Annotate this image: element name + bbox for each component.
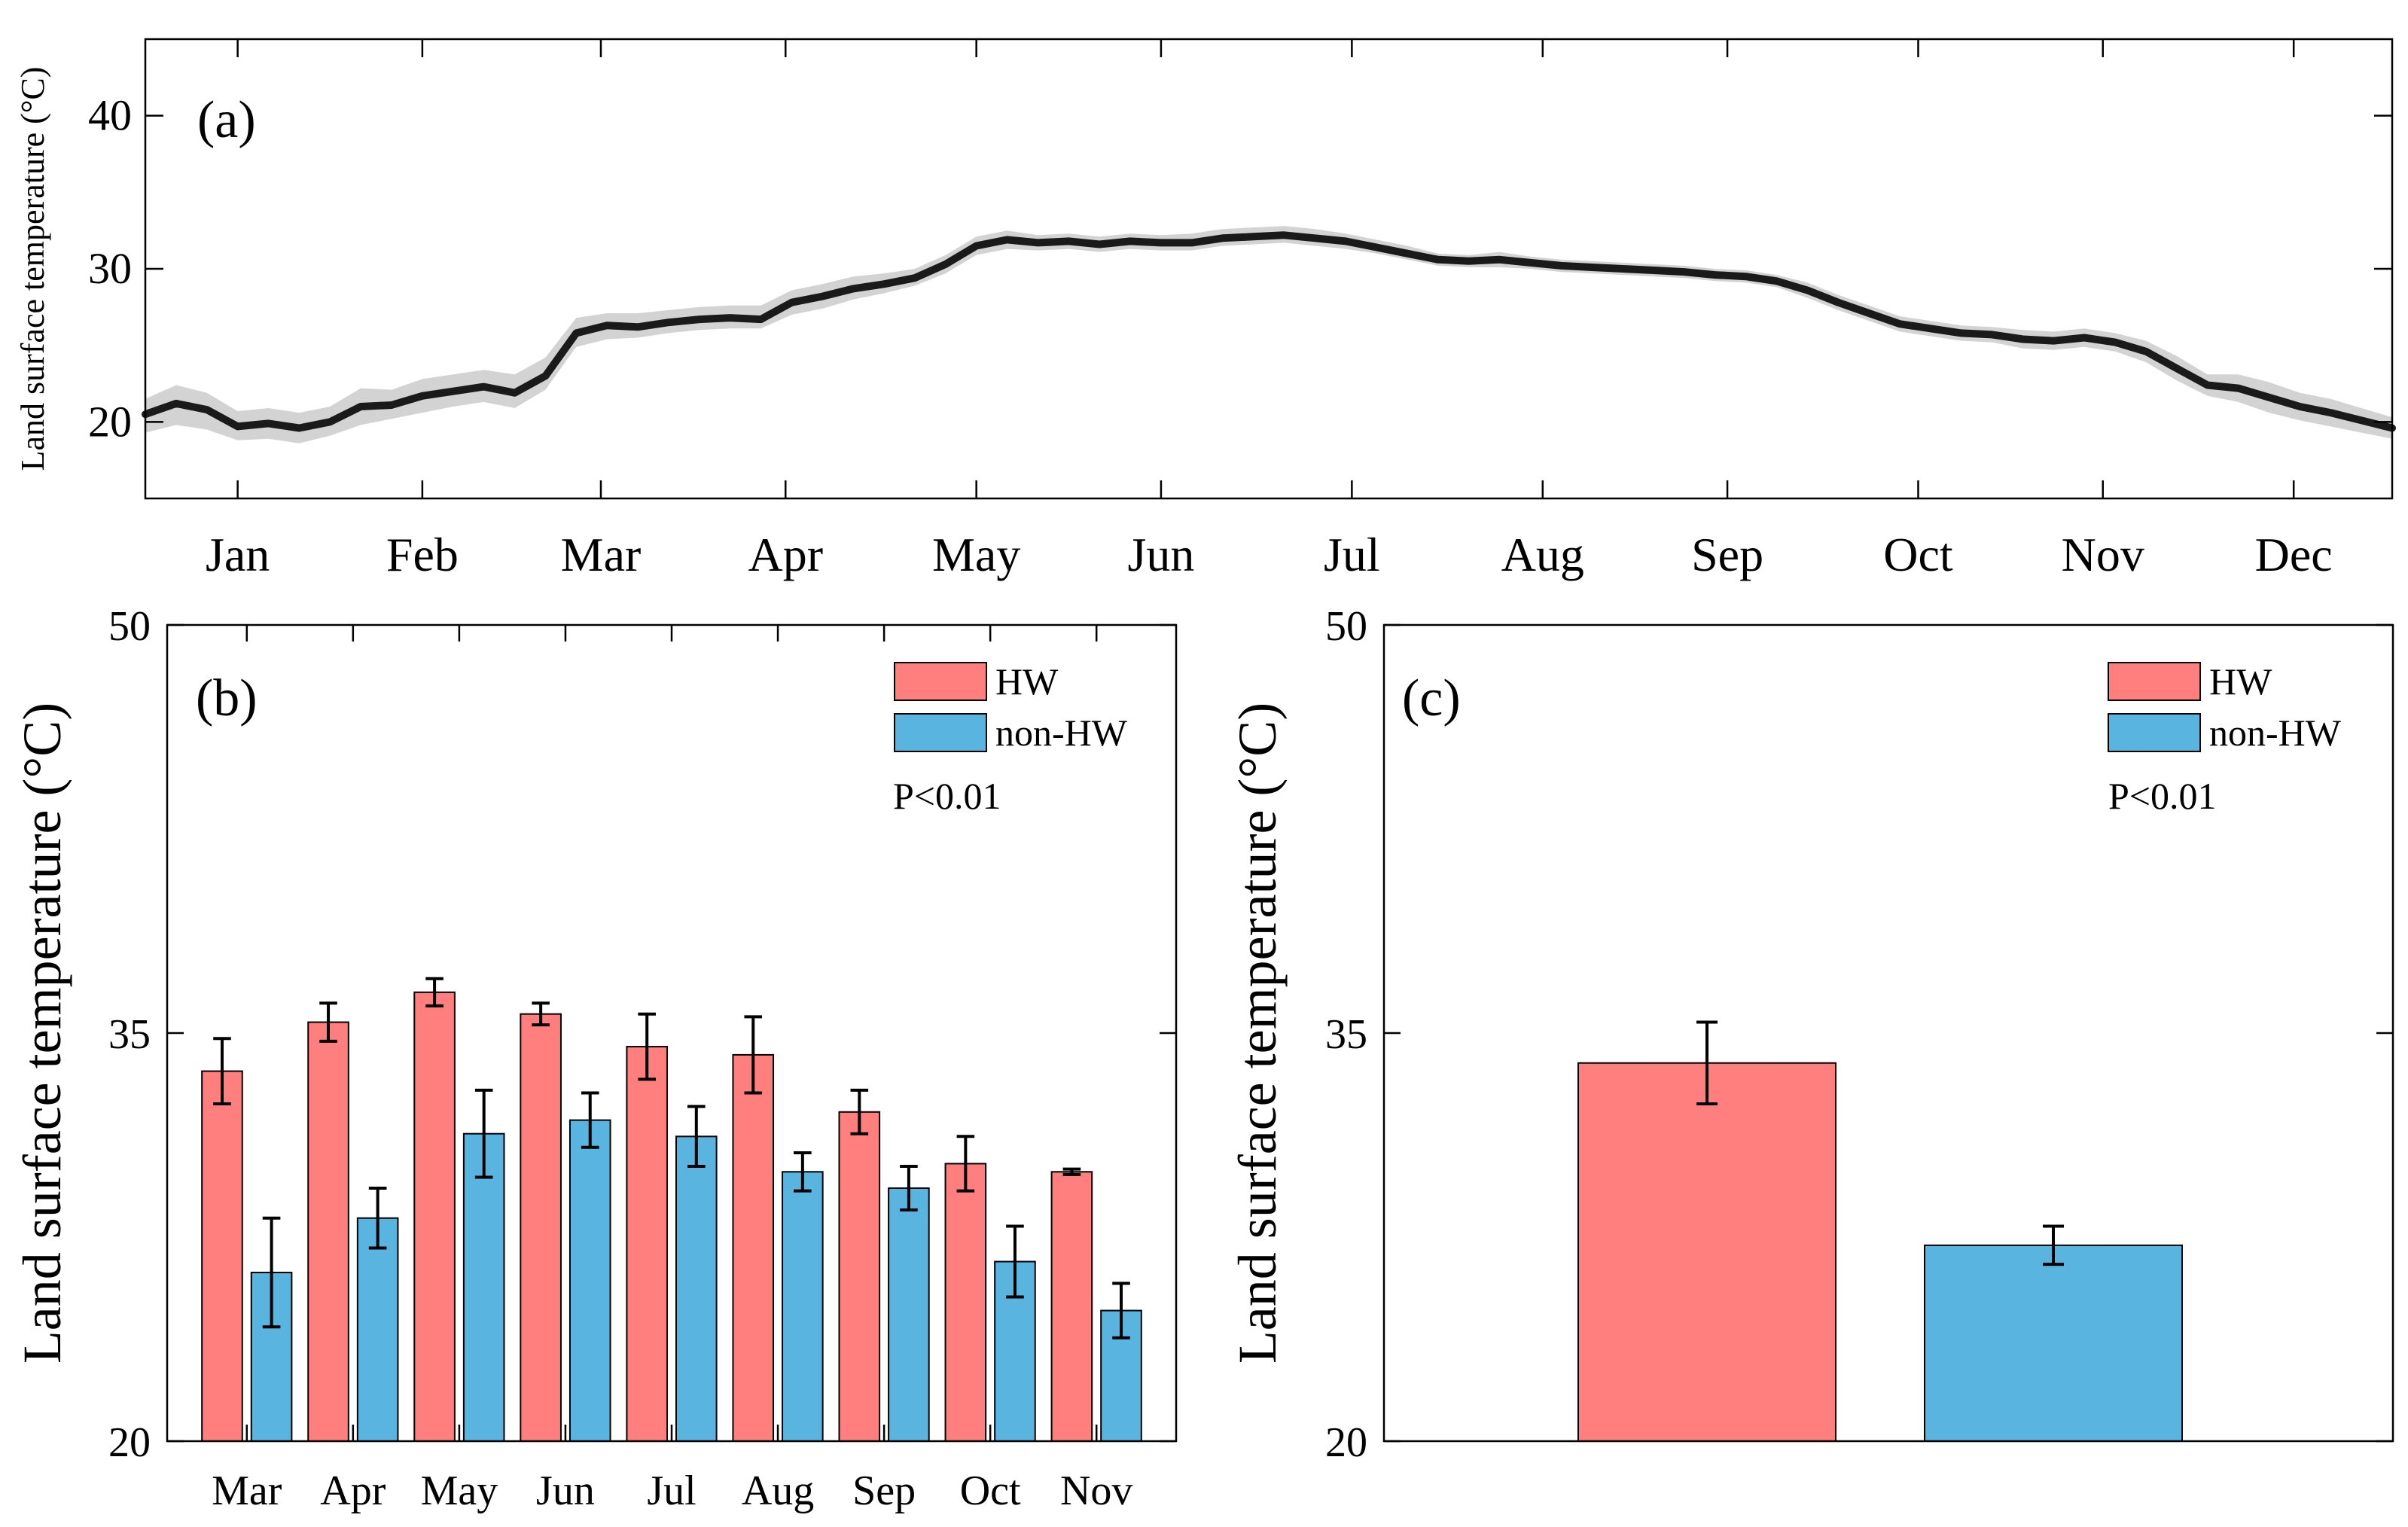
panel-b-x-tick-label: Mar bbox=[212, 1468, 282, 1514]
panel-c-hw-bar bbox=[1577, 1062, 1836, 1443]
panel-b-hw-bar bbox=[1050, 1171, 1093, 1443]
panel-b-p-value: P<0.01 bbox=[893, 775, 1001, 817]
panel-b-legend-label-non-hw: non-HW bbox=[995, 712, 1128, 754]
panel-b-legend: HW non-HW P<0.01 bbox=[893, 660, 1128, 817]
panel-a-y-tick-label: 20 bbox=[88, 397, 132, 446]
panel-c-y-tick-label: 20 bbox=[1325, 1419, 1367, 1466]
panel-a-x-tick-label: Aug bbox=[1501, 528, 1584, 581]
panel-b-non-hw-bar bbox=[356, 1217, 399, 1442]
panel-c-legend: HW non-HW P<0.01 bbox=[2108, 660, 2342, 817]
panel-c-legend-label-hw: HW bbox=[2209, 660, 2272, 703]
panel-b-x-tick-label: Oct bbox=[960, 1468, 1021, 1514]
panel-b-x-tick-label: Apr bbox=[320, 1468, 386, 1514]
panel-c-non-hw-bar bbox=[1924, 1244, 2183, 1442]
panel-b-non-hw-bar bbox=[568, 1119, 611, 1443]
panel-b-hw-bar bbox=[413, 991, 456, 1443]
panel-b-y-axis-title: Land surface temperature (°C) bbox=[12, 703, 72, 1364]
panel-a-label: (a) bbox=[197, 91, 256, 149]
panel-b-hw-bar bbox=[520, 1013, 562, 1442]
panel-b-non-hw-bar bbox=[675, 1135, 718, 1442]
panel-a-line-chart: 20 30 40 Jan Feb Mar Apr May Jun Jul Aug Sep Oct Nov… bbox=[14, 38, 2396, 581]
panel-c-bar-chart: 20 35 50 (c) Land surface temperature (°C)… bbox=[1227, 603, 2394, 1466]
panel-b-non-hw-bar bbox=[462, 1132, 505, 1443]
panel-c-y-tick-label: 50 bbox=[1325, 603, 1367, 650]
panel-b-hw-bar bbox=[307, 1021, 349, 1442]
panel-c-legend-label-non-hw: non-HW bbox=[2209, 712, 2342, 754]
panel-a-x-tick-label: Mar bbox=[561, 528, 642, 581]
panel-b-bar-chart: 20 35 50 Mar Apr May Jun Jul Aug Sep Oct Nov (b) L… bbox=[12, 603, 1178, 1514]
panel-c-legend-swatch-non-hw bbox=[2108, 713, 2201, 752]
panel-b-hw-bar bbox=[944, 1163, 987, 1442]
panel-a-x-tick-label: May bbox=[932, 528, 1020, 581]
panel-a-x-tick-label: Dec bbox=[2255, 528, 2333, 581]
panel-b-legend-label-hw: HW bbox=[995, 660, 1059, 703]
panel-b-label: (b) bbox=[196, 669, 258, 727]
panel-a-x-tick-label: Apr bbox=[748, 528, 823, 581]
panel-a-x-tick-label: Oct bbox=[1883, 528, 1953, 581]
panel-b-y-tick-label: 50 bbox=[108, 603, 151, 650]
panel-b-x-tick-label: May bbox=[421, 1468, 498, 1514]
panel-a-x-tick-label: Sep bbox=[1691, 528, 1763, 581]
panel-c-y-axis-title: Land surface temperature (°C) bbox=[1227, 703, 1288, 1364]
panel-b-x-tick-label: Nov bbox=[1060, 1468, 1132, 1514]
panel-a-x-tick-label: Nov bbox=[2062, 528, 2144, 581]
panel-a-x-tick-label: Jan bbox=[206, 528, 270, 581]
panel-b-legend-swatch-hw bbox=[894, 662, 987, 701]
panel-b-y-tick-label: 20 bbox=[108, 1419, 151, 1466]
panel-a-mean-line bbox=[142, 231, 2396, 432]
panel-c-y-tick-label: 35 bbox=[1325, 1011, 1367, 1058]
panel-b-non-hw-bar bbox=[888, 1187, 930, 1442]
panel-b-hw-bar bbox=[838, 1111, 881, 1442]
panel-a-x-tick-label: Jun bbox=[1127, 528, 1194, 581]
panel-a-y-tick-label: 40 bbox=[88, 91, 132, 140]
panel-b-x-tick-label: Sep bbox=[852, 1468, 916, 1514]
panel-b-x-tick-label: Aug bbox=[742, 1468, 814, 1514]
panel-a-y-tick-label: 30 bbox=[88, 244, 132, 293]
panel-c-label: (c) bbox=[1402, 669, 1461, 727]
panel-a-x-tick-label: Feb bbox=[386, 528, 459, 581]
panel-c-p-value: P<0.01 bbox=[2108, 775, 2217, 817]
panel-b-hw-bar bbox=[201, 1070, 243, 1442]
panel-b-non-hw-bar bbox=[782, 1171, 824, 1443]
panel-b-y-tick-label: 35 bbox=[108, 1011, 151, 1058]
panel-b-x-tick-label: Jul bbox=[647, 1468, 696, 1514]
panel-a-x-tick-label: Jul bbox=[1324, 528, 1380, 581]
panel-b-x-tick-label: Jun bbox=[536, 1468, 595, 1514]
panel-c-legend-swatch-hw bbox=[2108, 662, 2201, 701]
panel-a-y-axis-title: Land surface temperature (°C) bbox=[14, 67, 51, 471]
panel-b-hw-bar bbox=[626, 1046, 669, 1442]
panel-b-legend-swatch-non-hw bbox=[894, 713, 987, 752]
panel-a-range-band bbox=[145, 226, 2392, 443]
panel-b-hw-bar bbox=[732, 1053, 775, 1442]
